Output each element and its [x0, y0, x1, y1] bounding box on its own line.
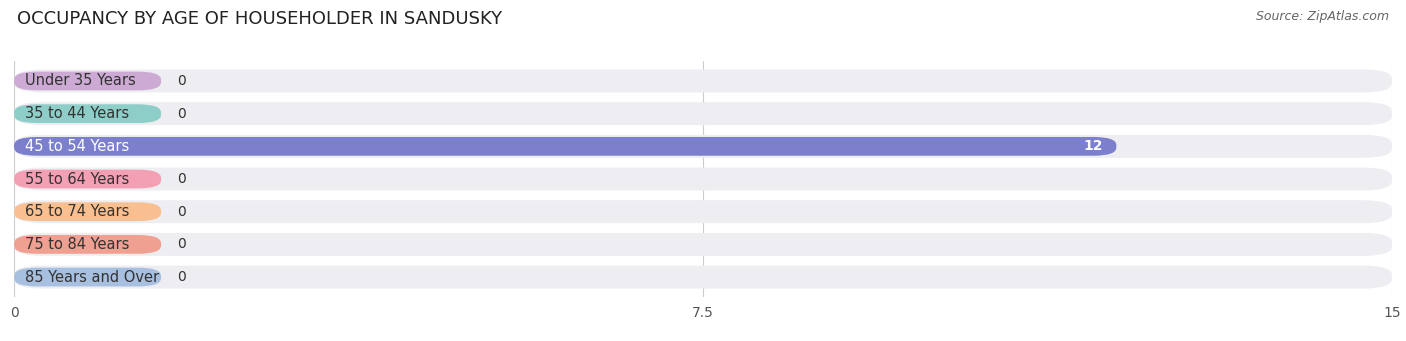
- Text: Source: ZipAtlas.com: Source: ZipAtlas.com: [1256, 10, 1389, 23]
- FancyBboxPatch shape: [14, 137, 1116, 156]
- Text: 0: 0: [177, 237, 187, 251]
- FancyBboxPatch shape: [14, 167, 1392, 191]
- Text: 35 to 44 Years: 35 to 44 Years: [25, 106, 129, 121]
- FancyBboxPatch shape: [14, 102, 1392, 125]
- Text: 65 to 74 Years: 65 to 74 Years: [25, 204, 129, 219]
- FancyBboxPatch shape: [14, 135, 1392, 158]
- Text: 55 to 64 Years: 55 to 64 Years: [25, 172, 129, 187]
- Text: 0: 0: [177, 172, 187, 186]
- Text: 0: 0: [177, 107, 187, 121]
- Text: 0: 0: [177, 74, 187, 88]
- Text: 85 Years and Over: 85 Years and Over: [25, 270, 159, 284]
- Text: 0: 0: [177, 270, 187, 284]
- Text: 12: 12: [1083, 139, 1102, 153]
- FancyBboxPatch shape: [14, 200, 1392, 223]
- FancyBboxPatch shape: [14, 72, 162, 90]
- Text: 45 to 54 Years: 45 to 54 Years: [25, 139, 129, 154]
- Text: OCCUPANCY BY AGE OF HOUSEHOLDER IN SANDUSKY: OCCUPANCY BY AGE OF HOUSEHOLDER IN SANDU…: [17, 10, 502, 28]
- Text: 0: 0: [177, 205, 187, 219]
- FancyBboxPatch shape: [14, 268, 162, 286]
- FancyBboxPatch shape: [14, 169, 162, 189]
- FancyBboxPatch shape: [14, 266, 1392, 288]
- FancyBboxPatch shape: [14, 70, 1392, 92]
- FancyBboxPatch shape: [14, 235, 162, 254]
- FancyBboxPatch shape: [14, 104, 162, 123]
- Text: 75 to 84 Years: 75 to 84 Years: [25, 237, 129, 252]
- FancyBboxPatch shape: [14, 202, 162, 221]
- FancyBboxPatch shape: [14, 233, 1392, 256]
- Text: Under 35 Years: Under 35 Years: [25, 74, 136, 88]
